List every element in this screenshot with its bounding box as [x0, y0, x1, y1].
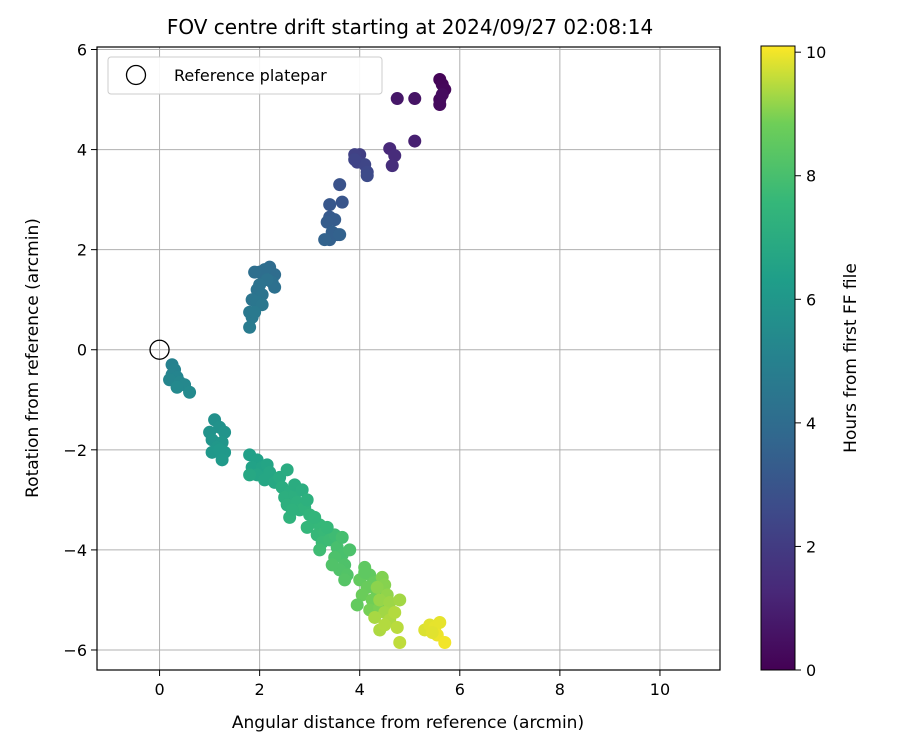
data-point [215, 453, 229, 467]
y-tick-label: 0 [77, 341, 87, 360]
data-point [390, 620, 404, 634]
reference-platepar-marker [149, 339, 170, 360]
data-point [355, 588, 369, 602]
data-point [313, 543, 327, 557]
data-point [320, 215, 334, 229]
data-point [280, 463, 294, 477]
y-tick-label: −6 [63, 641, 87, 660]
y-tick-label: 6 [77, 41, 87, 60]
legend-box [107, 56, 383, 95]
plot-area: 0 2 4 6 8 10 −6 −4 −2 0 2 4 6 [63, 41, 721, 699]
data-point [388, 605, 402, 619]
data-point [343, 543, 357, 557]
data-point [425, 625, 439, 639]
x-tick-label: 8 [555, 680, 565, 699]
data-point [218, 425, 232, 439]
legend-marker-open-circle [125, 64, 147, 86]
data-point [248, 305, 262, 319]
data-point [295, 483, 309, 497]
data-point [335, 195, 349, 209]
y-tick-label: −2 [63, 441, 87, 460]
colorbar-gradient [760, 45, 796, 671]
data-point [285, 503, 299, 517]
x-tick-label: 4 [355, 680, 365, 699]
data-point [435, 88, 449, 102]
colorbar-tick-label: 8 [806, 167, 816, 186]
x-tick-label: 0 [154, 680, 164, 699]
data-points [149, 73, 452, 649]
data-point [258, 473, 272, 487]
colorbar-label: Hours from first FF file [841, 263, 861, 453]
data-point [335, 530, 349, 544]
data-point [170, 380, 184, 394]
data-point [368, 610, 382, 624]
data-point [408, 134, 422, 148]
data-point [248, 265, 262, 279]
data-point [325, 558, 339, 572]
x-tick-label: 10 [650, 680, 670, 699]
x-axis-ticks: 0 2 4 6 8 10 [154, 670, 670, 699]
data-point [370, 580, 384, 594]
x-tick-label: 6 [455, 680, 465, 699]
data-point [393, 635, 407, 649]
data-point [348, 153, 362, 167]
colorbar-tick-label: 0 [806, 661, 816, 680]
data-point [333, 178, 347, 192]
data-point [393, 593, 407, 607]
data-point [300, 493, 314, 507]
data-point [183, 385, 197, 399]
y-tick-label: 4 [77, 141, 87, 160]
data-point [433, 98, 447, 112]
legend-label-reference: Reference platepar [174, 66, 327, 85]
colorbar-ticks: 0 2 4 6 8 10 [795, 43, 826, 680]
data-point [338, 573, 352, 587]
data-point [373, 593, 387, 607]
data-point [350, 598, 364, 612]
colorbar-tick-label: 4 [806, 414, 816, 433]
data-point [243, 468, 257, 482]
data-point [333, 228, 347, 242]
x-axis-label: Angular distance from reference (arcmin) [232, 713, 584, 733]
data-point [433, 615, 447, 629]
data-point [318, 233, 332, 247]
data-point [390, 92, 404, 106]
data-point [360, 169, 374, 183]
legend: Reference platepar [107, 56, 383, 95]
data-point [243, 320, 257, 334]
data-point [308, 510, 322, 524]
y-axis-ticks: −6 −4 −2 0 2 4 6 [63, 41, 97, 660]
x-tick-label: 2 [255, 680, 265, 699]
data-point [213, 443, 227, 457]
data-point [323, 198, 337, 212]
data-point [438, 635, 452, 649]
axes-frame [96, 46, 721, 671]
colorbar-tick-label: 10 [806, 43, 826, 62]
data-point [385, 159, 399, 173]
data-point [300, 520, 314, 534]
colorbar-tick-label: 2 [806, 537, 816, 556]
data-point [378, 618, 392, 632]
y-tick-label: −4 [63, 541, 87, 560]
colorbar: 0 2 4 6 8 10 Hours from first FF file [760, 43, 861, 680]
data-point [388, 149, 402, 163]
chart-title: FOV centre drift starting at 2024/09/27 … [167, 15, 653, 39]
y-tick-label: 2 [77, 241, 87, 260]
data-point [383, 595, 397, 609]
data-point [408, 92, 422, 106]
y-axis-label: Rotation from reference (arcmin) [23, 218, 43, 498]
data-point [320, 520, 334, 534]
data-point [358, 565, 372, 579]
colorbar-tick-label: 6 [806, 290, 816, 309]
